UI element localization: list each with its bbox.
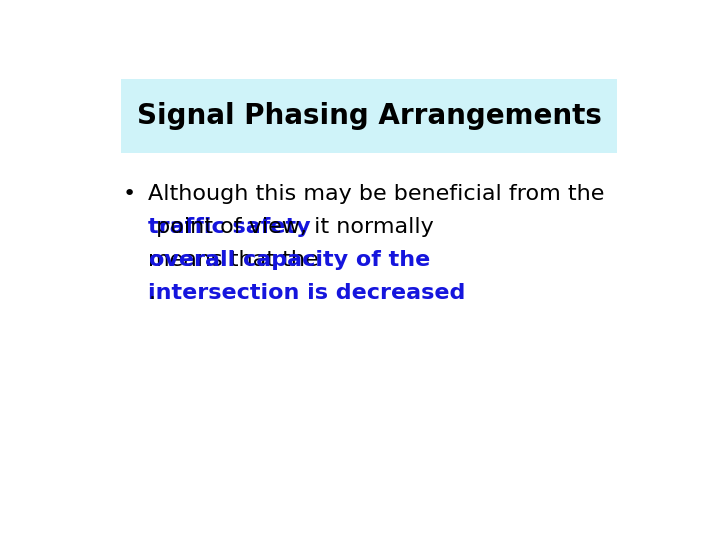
Text: means that the: means that the xyxy=(148,251,326,271)
Text: Signal Phasing Arrangements: Signal Phasing Arrangements xyxy=(137,102,601,130)
Text: overall capacity of the: overall capacity of the xyxy=(149,251,430,271)
Text: point of view, it normally: point of view, it normally xyxy=(149,217,433,237)
Text: •: • xyxy=(122,184,136,204)
Text: .: . xyxy=(149,284,156,303)
FancyBboxPatch shape xyxy=(121,79,617,153)
Text: Although this may be beneficial from the: Although this may be beneficial from the xyxy=(148,184,605,204)
Text: intersection is decreased: intersection is decreased xyxy=(148,284,466,303)
Text: traffic safety: traffic safety xyxy=(148,217,311,237)
